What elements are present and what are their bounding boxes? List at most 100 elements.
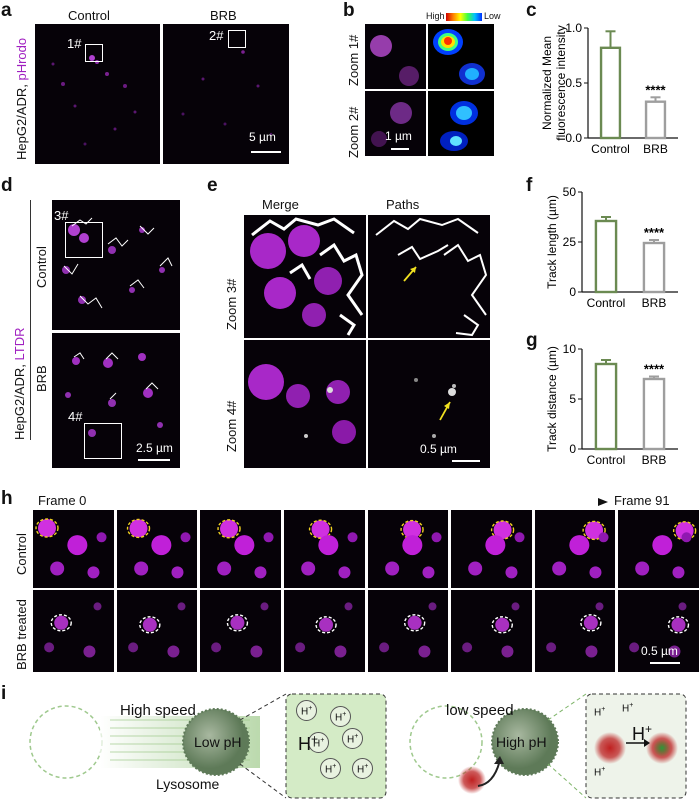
row-label-brb-d: BRB [34, 365, 49, 392]
proton-label: H+ [342, 728, 364, 750]
proton-label: H+ [296, 700, 318, 722]
scalebar-d [138, 459, 170, 461]
y-tick-label: 0 [569, 442, 576, 456]
frames-control-row [33, 510, 699, 588]
frame-8 [618, 510, 699, 588]
proton-label: H+ [330, 706, 352, 728]
x-tick-label: BRB [643, 142, 668, 156]
zoom3-merge [244, 215, 366, 338]
frame-4 [283, 510, 365, 588]
panel-d-bracket [30, 200, 31, 440]
zoom-label-4: Zoom 4# [224, 400, 239, 452]
scalebar-a [251, 151, 281, 153]
frame-1 [33, 590, 114, 672]
frame-arrow [110, 498, 608, 506]
bar-brb [642, 241, 666, 294]
puncta-control-a [51, 55, 137, 146]
y-axis-label: Track distance (µm) [545, 346, 559, 452]
high-speed-label: High speed [120, 702, 196, 719]
proton-label: H+ [632, 722, 653, 744]
scalebar-b [391, 148, 409, 150]
scalebar-b-label: 1 µm [385, 129, 412, 143]
y-tick-label: 0.5 [565, 76, 582, 90]
x-tick-label: Control [587, 296, 626, 310]
frame-start-label: Frame 0 [38, 493, 87, 508]
micrograph-a-control: 1# [35, 24, 160, 164]
y-tick-label: 50 [563, 185, 577, 199]
roi-box-1 [85, 44, 103, 62]
zoom1-pHrodo [365, 24, 426, 89]
x-tick-label: Control [591, 142, 630, 156]
y-tick-label: 10 [563, 342, 577, 356]
frame-6 [451, 590, 532, 672]
colorbar-high: High [426, 11, 445, 21]
x-tick-label: Control [587, 453, 626, 467]
column-label-brb: BRB [210, 8, 237, 23]
puncta-brb-a [181, 50, 273, 136]
panel-label-e: e [207, 175, 218, 196]
roi-label-4: 4# [68, 409, 83, 424]
frame-3 [200, 590, 281, 672]
frame-7 [534, 510, 616, 588]
zoom2-heatmap [428, 91, 494, 156]
chart-f: 0 25 50 Track length (µm) Control BRB **** [545, 185, 678, 310]
schematic-i [29, 693, 687, 799]
bar-control [599, 46, 622, 140]
high-ph-label: High pH [496, 734, 547, 750]
colorbar-low: Low [484, 11, 501, 21]
roi-label-2: 2# [209, 28, 224, 43]
roi-box-3 [65, 222, 103, 258]
panel-a-ylabel: HepG2/ADR, pHrodo [14, 37, 29, 160]
proton-label: H+ [352, 758, 374, 780]
zoom4-paths: 0.5 µm [368, 340, 490, 468]
micrograph-d-control: 3# [52, 200, 180, 330]
y-tick-label: 1.0 [565, 21, 582, 35]
frame-8 [618, 590, 699, 672]
proton-label: H+ [594, 706, 606, 719]
y-tick-label: 5 [569, 392, 576, 406]
frame-7 [534, 590, 616, 672]
zoom2-pHrodo: 1 µm [365, 91, 426, 156]
zoom4-merge [244, 340, 366, 468]
row-label-control-d: Control [34, 246, 49, 288]
bar-brb [644, 100, 667, 140]
lysosome-label: Lysosome [156, 776, 220, 792]
x-tick-label: BRB [642, 453, 667, 467]
colorbar [446, 13, 482, 21]
significance-marker: **** [644, 362, 665, 377]
panel-d-ylabel: HepG2/ADR, LTDR [12, 327, 27, 440]
scalebar-h-label: 0.5 µm [641, 644, 678, 658]
roi-box-4 [84, 423, 122, 459]
scalebar-e [452, 460, 480, 462]
tracks-brb-d [65, 352, 163, 437]
frame-end-label: Frame 91 [614, 493, 670, 508]
zoom-label-1: Zoom 1# [346, 34, 361, 86]
zoom-label-2: Zoom 2# [346, 106, 361, 158]
panel-label-h: h [1, 488, 13, 509]
roi-label-1: 1# [67, 36, 82, 51]
tracks-control-d [62, 217, 173, 309]
panel-label-f: f [526, 175, 533, 196]
frame-5 [367, 510, 449, 588]
bar-brb [642, 377, 666, 451]
x-tick-label: BRB [642, 296, 667, 310]
zoom1-heatmap [428, 24, 494, 89]
significance-marker: **** [645, 82, 666, 97]
bar-control [594, 362, 618, 451]
frame-6 [451, 510, 532, 588]
scalebar-a-label: 5 µm [249, 130, 276, 144]
chart-g: 0 5 10 Track distance (µm) Control BRB **** [545, 342, 678, 467]
frame-2 [116, 510, 198, 588]
proton-label: H+ [308, 732, 330, 754]
zoom3-paths [368, 215, 490, 338]
zoom-label-3: Zoom 3# [224, 278, 239, 330]
micrograph-d-brb: 4# 2.5 µm [52, 333, 180, 468]
panel-label-i: i [1, 683, 7, 704]
proton-label: H+ [320, 758, 342, 780]
panel-label-g: g [526, 330, 538, 351]
column-label-merge: Merge [262, 197, 299, 212]
significance-marker: **** [644, 225, 665, 240]
scalebar-d-label: 2.5 µm [136, 441, 173, 455]
bar-control [594, 219, 618, 294]
